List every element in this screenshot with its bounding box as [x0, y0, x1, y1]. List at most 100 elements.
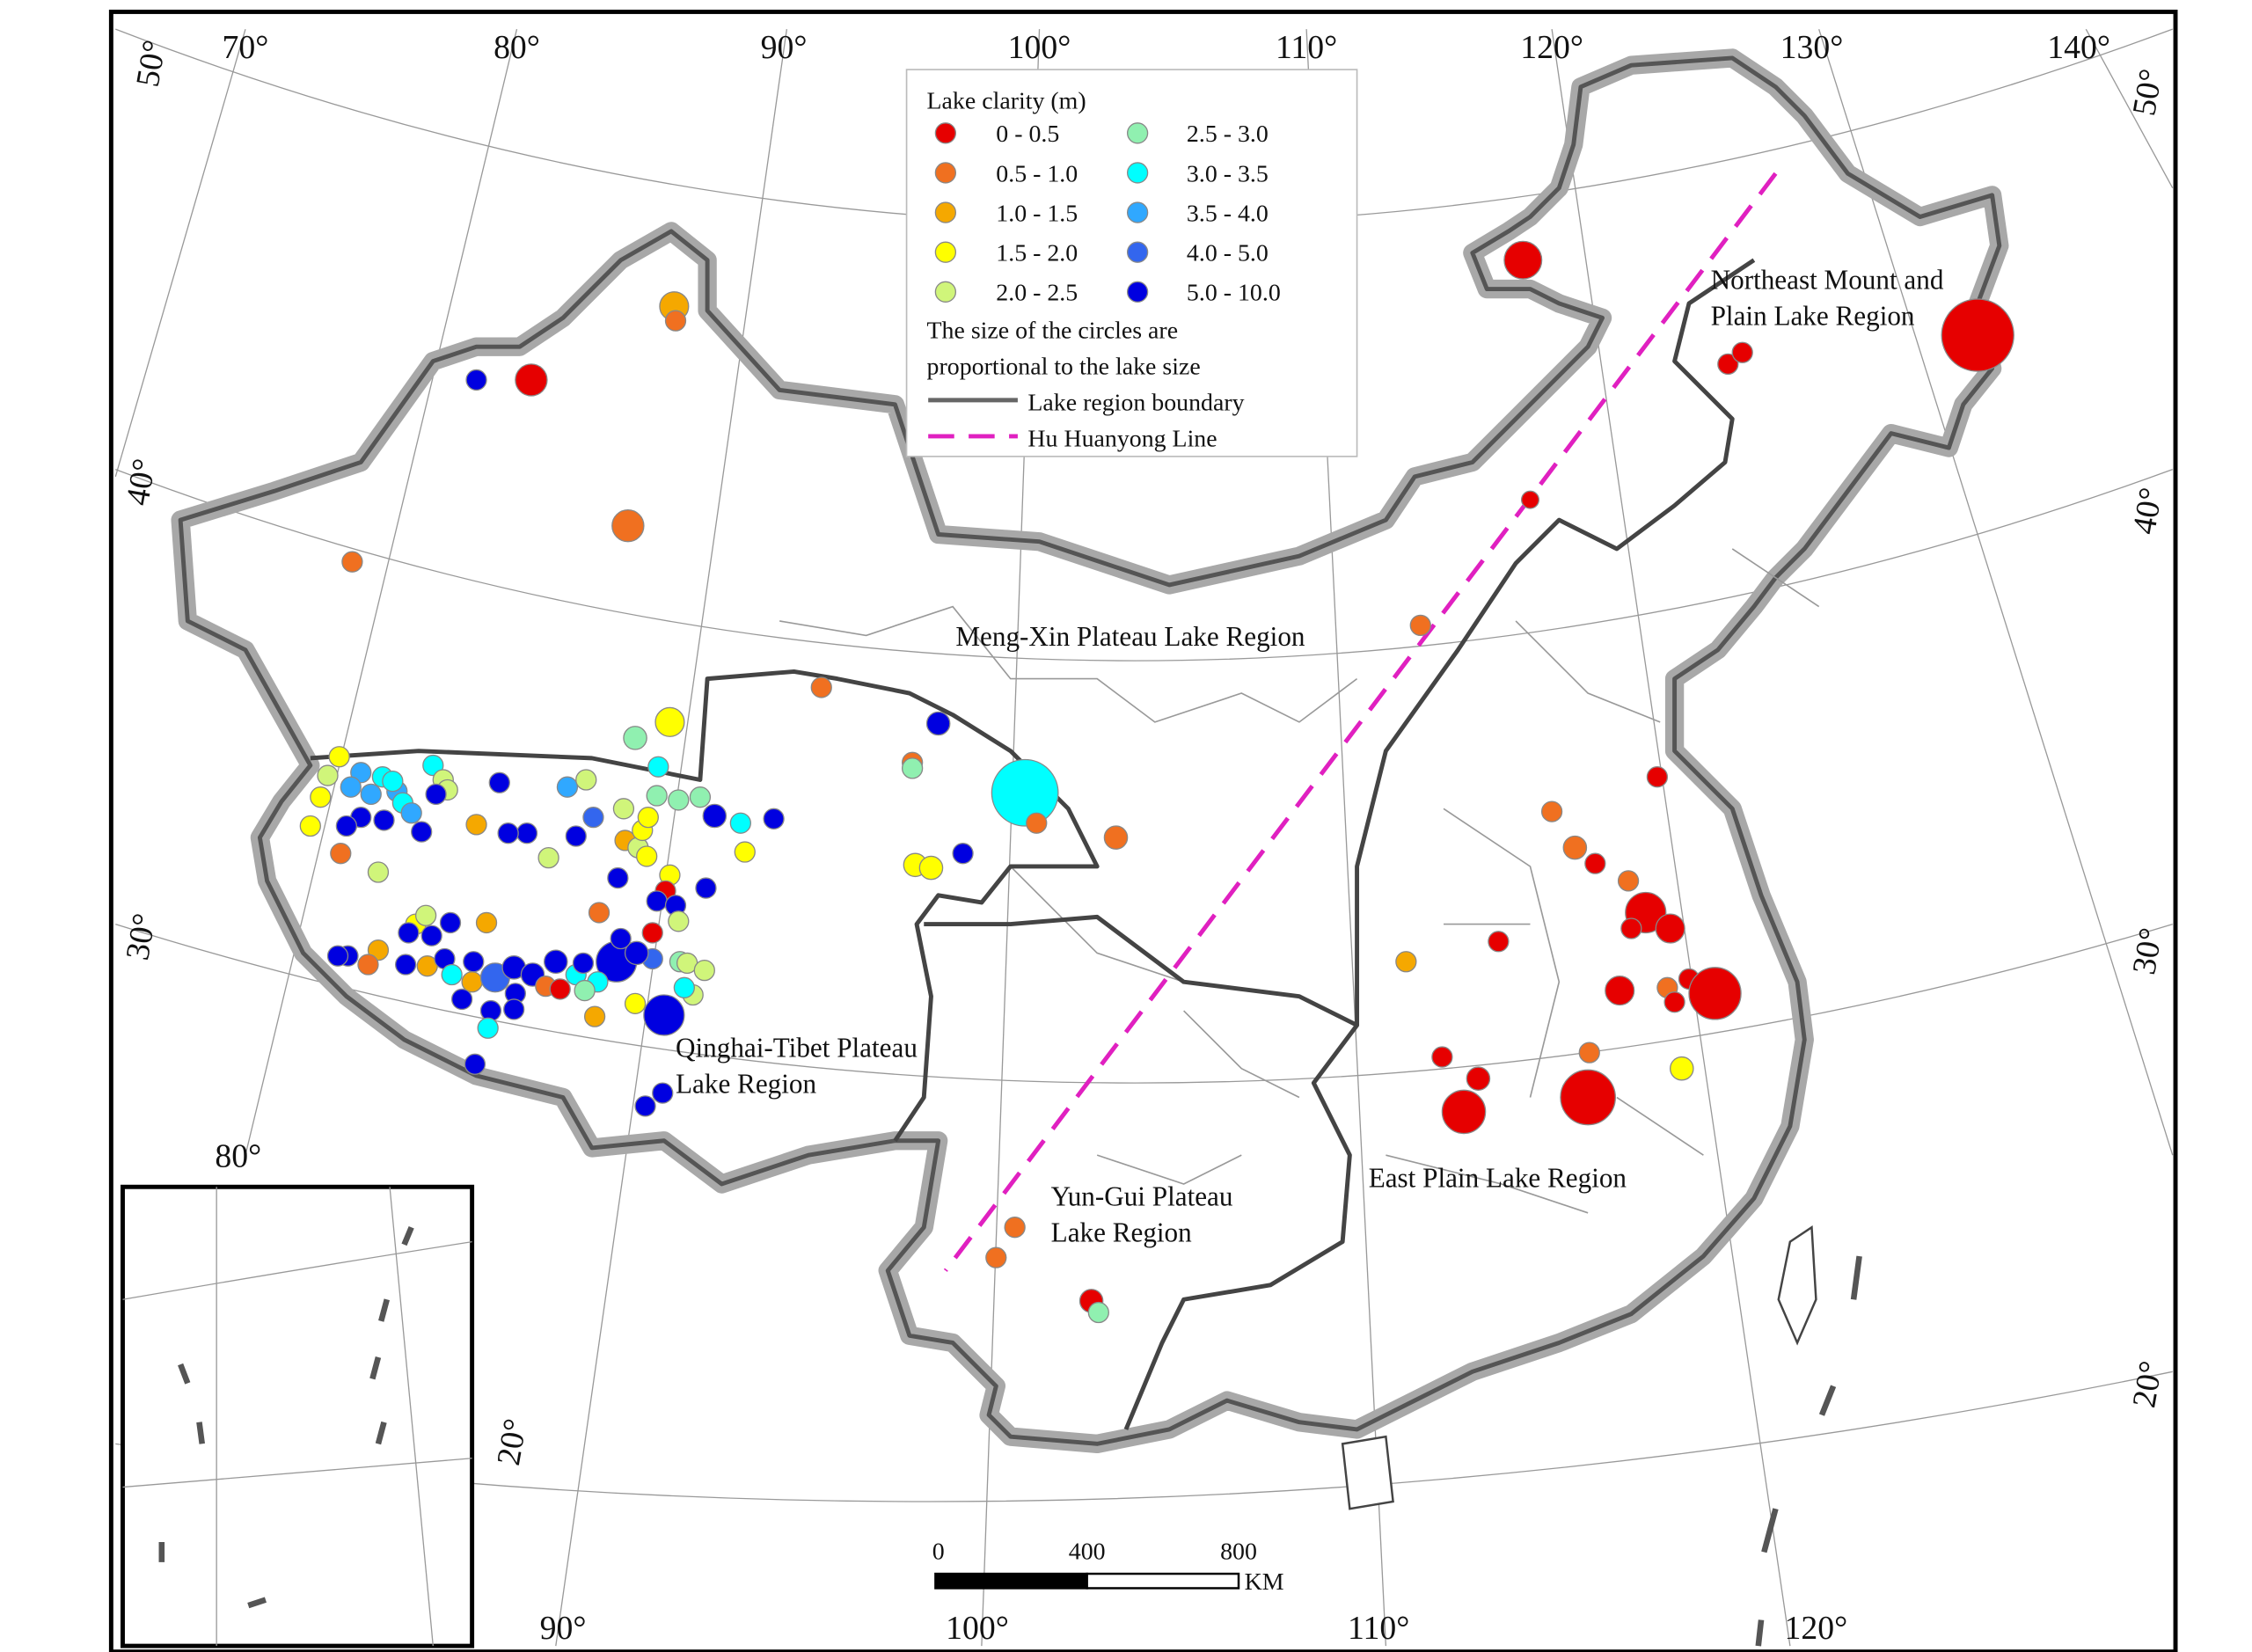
- lake: [1431, 1046, 1453, 1068]
- graticule-label: 80°: [215, 1137, 261, 1174]
- inset-frame: [121, 1184, 475, 1648]
- lake: [582, 807, 604, 829]
- region-label: East Plain Lake Region: [1369, 1162, 1627, 1193]
- lake: [623, 726, 647, 750]
- graticule-label: 100°: [946, 1610, 1009, 1647]
- scale-tick-label: 0: [932, 1539, 945, 1566]
- lake: [925, 711, 951, 736]
- legend-swatch: [934, 281, 957, 303]
- lake: [1409, 614, 1431, 637]
- lake: [503, 998, 525, 1020]
- scale-tick-label: 800: [1220, 1539, 1257, 1566]
- lake: [464, 1053, 486, 1075]
- lake: [1646, 766, 1669, 788]
- lake: [394, 954, 417, 976]
- legend-swatch: [934, 122, 957, 144]
- lake: [575, 769, 597, 791]
- lake: [1395, 951, 1417, 973]
- lake: [382, 770, 404, 793]
- meridian: [245, 29, 518, 1156]
- lake: [335, 815, 357, 837]
- province-line: [1010, 548, 1820, 1214]
- lake: [373, 809, 395, 831]
- islands: [1341, 1224, 1817, 1510]
- legend: Lake clarity (m) 0 - 0.5 0.5 - 1.0 1.0 - 1.…: [927, 87, 1281, 452]
- province-lines: [779, 548, 1820, 1214]
- lake: [465, 369, 487, 391]
- legend-label: Hu Huanyong Line: [1027, 425, 1217, 452]
- meridian: [2085, 28, 2174, 188]
- lake: [991, 758, 1059, 827]
- lake: [450, 988, 473, 1011]
- lake: [689, 786, 712, 808]
- lake: [572, 952, 595, 975]
- lake: [641, 922, 663, 944]
- lake: [475, 911, 498, 934]
- lake: [729, 812, 751, 834]
- lake: [420, 925, 442, 947]
- scale-bar-white: [1086, 1572, 1240, 1590]
- lake: [411, 821, 433, 843]
- lake: [702, 803, 728, 829]
- lake: [544, 949, 568, 975]
- lake: [952, 843, 974, 865]
- graticule-label: 40°: [2125, 485, 2170, 537]
- lake: [1731, 341, 1753, 363]
- lake: [985, 1246, 1007, 1268]
- region-boundary: [1355, 258, 1756, 1026]
- legend-swatch: [934, 241, 957, 263]
- graticule-label: 50°: [2125, 66, 2170, 118]
- parallel: [115, 923, 2173, 1084]
- region-label: Qinghai-Tibet Plateau: [676, 1033, 918, 1064]
- legend-swatch: [1126, 281, 1149, 303]
- lake: [654, 706, 685, 737]
- legend-swatch: [1126, 201, 1149, 223]
- lake: [1540, 800, 1563, 822]
- region-label: Lake Region: [1051, 1217, 1192, 1248]
- lake: [612, 798, 635, 820]
- legend-label: 5.0 - 10.0: [1187, 280, 1281, 307]
- outer-boundary: [178, 55, 2002, 1446]
- graticule-label: 30°: [2125, 925, 2170, 977]
- legend-label: 3.0 - 3.5: [1187, 160, 1269, 187]
- meridian: [114, 28, 246, 478]
- lake: [646, 785, 668, 807]
- legend-swatch: [1126, 241, 1149, 263]
- lake: [607, 866, 629, 889]
- lake: [515, 363, 548, 397]
- graticule-label: 20°: [2125, 1358, 2170, 1410]
- lake: [477, 1017, 499, 1039]
- legend-swatch: [1126, 162, 1149, 184]
- graticule-label: 110°: [1276, 29, 1337, 66]
- lake: [414, 904, 437, 926]
- legend-swatch: [934, 162, 957, 184]
- lake: [583, 1005, 606, 1027]
- lake: [1560, 1069, 1616, 1126]
- lake: [1004, 1217, 1026, 1239]
- lake: [326, 945, 349, 967]
- lake: [611, 508, 645, 543]
- legend-label: 3.5 - 4.0: [1187, 200, 1269, 227]
- graticule-label: 40°: [119, 456, 164, 508]
- lake: [1503, 240, 1543, 280]
- lake: [647, 756, 669, 778]
- scale-bar-black: [934, 1572, 1088, 1590]
- legend-label: 1.0 - 1.5: [996, 200, 1078, 227]
- lake: [1605, 976, 1635, 1006]
- lake: [310, 786, 332, 808]
- scale-unit: KM: [1245, 1568, 1284, 1596]
- lake: [1562, 835, 1588, 860]
- graticule-label: 20°: [490, 1416, 535, 1468]
- nine-dash: [1755, 1255, 1862, 1647]
- legend-label: 4.0 - 5.0: [1187, 240, 1269, 267]
- lake: [624, 940, 649, 966]
- lake: [1655, 913, 1685, 944]
- lake: [1520, 490, 1539, 509]
- province-line: [779, 605, 1358, 723]
- meridian: [555, 29, 788, 1647]
- region-boundaries: [310, 258, 1756, 1430]
- lake: [574, 979, 596, 1002]
- lake: [398, 922, 420, 944]
